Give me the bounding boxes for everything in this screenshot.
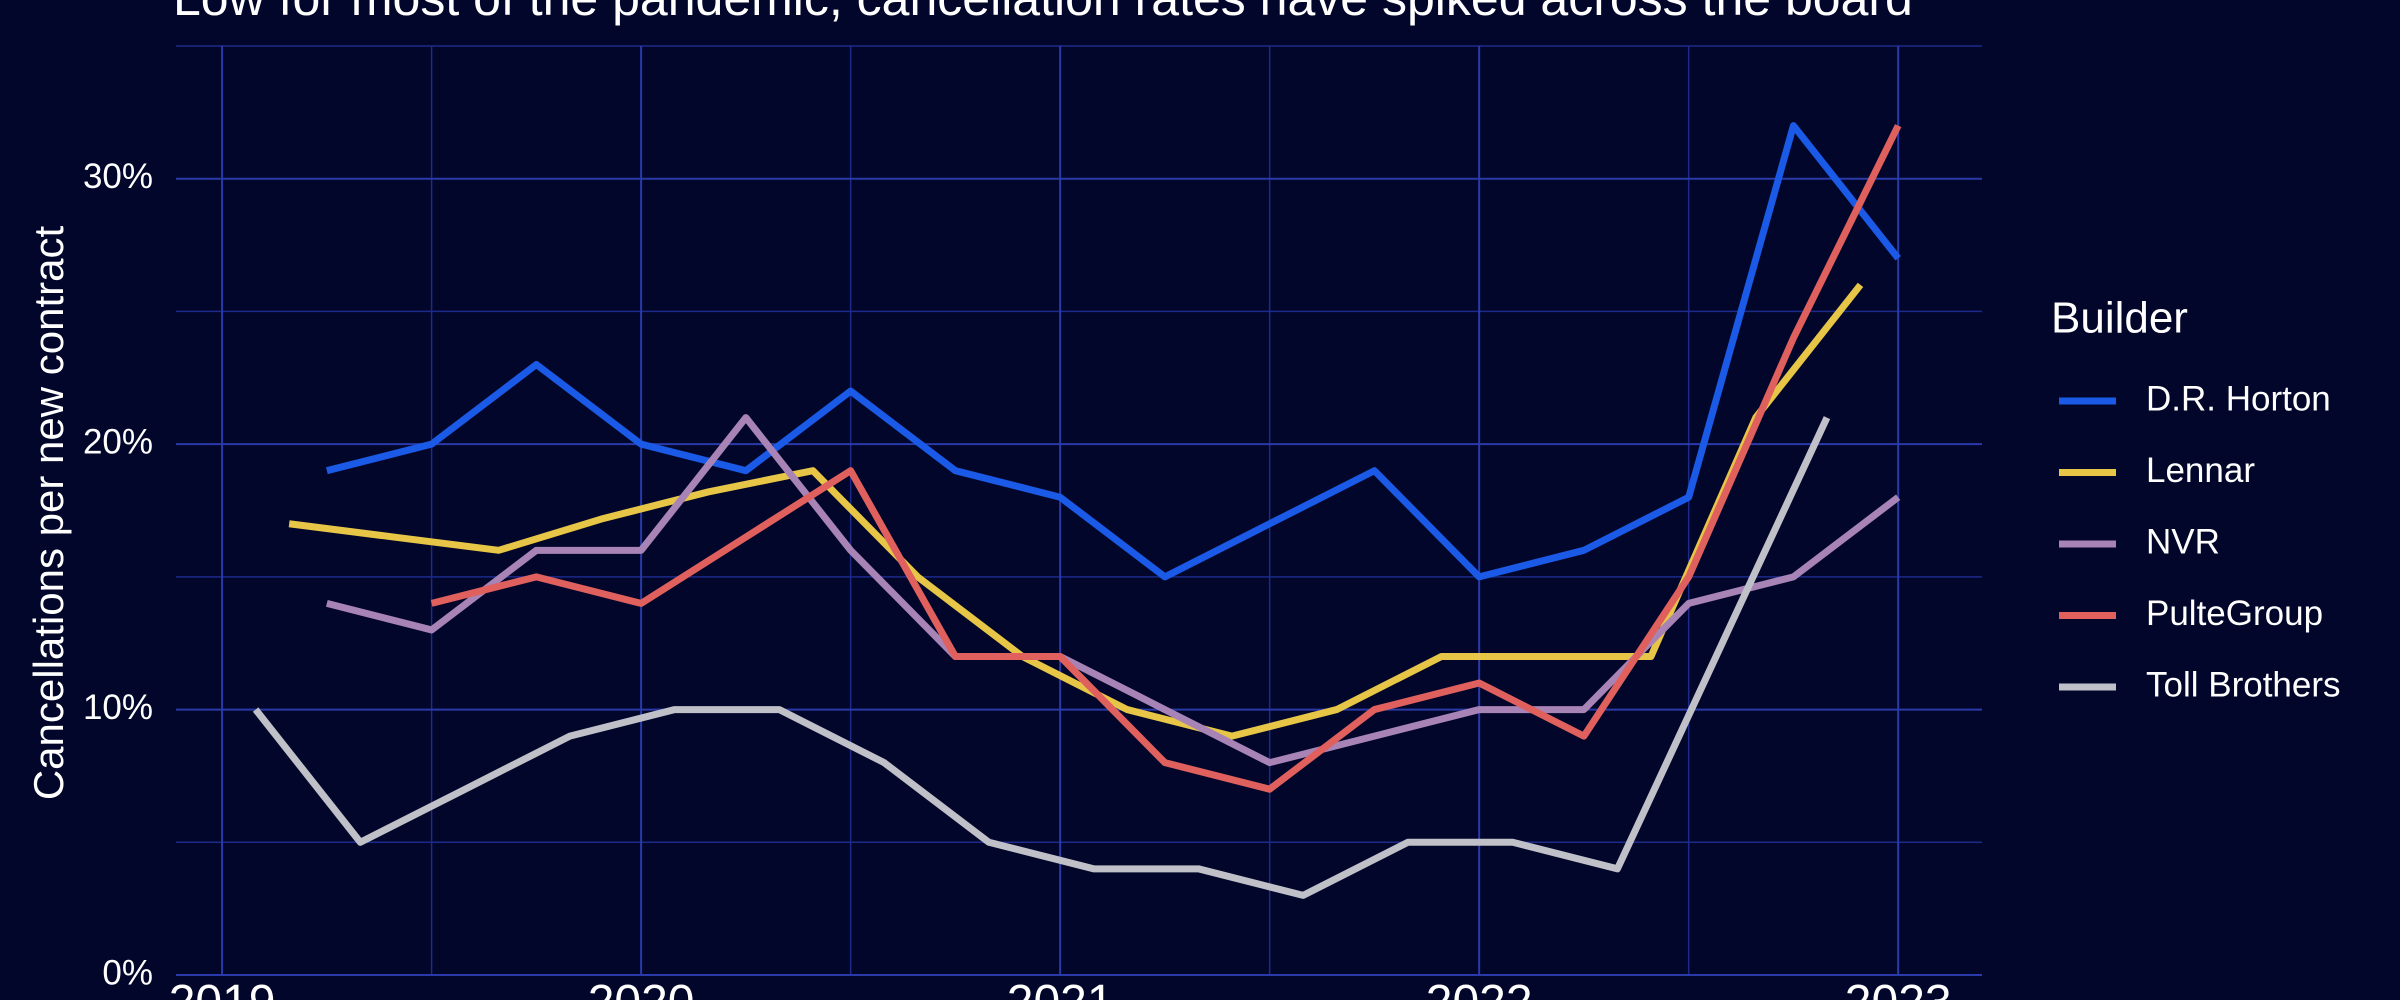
x-tick-label: 2020: [588, 976, 695, 1000]
series-line: [430, 124, 1902, 793]
series-line: [325, 122, 1901, 581]
legend-label: D.R. Horton: [2146, 379, 2331, 418]
legend-label: NVR: [2146, 522, 2220, 561]
legend-label: Lennar: [2146, 451, 2255, 490]
series-line: [288, 282, 1864, 740]
y-tick-label: 30%: [83, 157, 153, 196]
y-tick-label: 20%: [83, 422, 153, 461]
x-tick-label: 2021: [1007, 976, 1114, 1000]
legend-title: Builder: [2051, 294, 2188, 343]
x-tick-label: 2019: [169, 976, 276, 1000]
legend-label: PulteGroup: [2146, 594, 2323, 633]
x-tick-label: 2023: [1845, 976, 1952, 1000]
x-tick-label: 2022: [1426, 976, 1533, 1000]
chart-title: Low for most of the pandemic, cancellati…: [173, 0, 1913, 26]
series-line: [252, 416, 1831, 899]
y-tick-label: 10%: [83, 688, 153, 727]
legend-label: Toll Brothers: [2146, 665, 2341, 704]
y-axis-label: Cancellations per new contract: [25, 226, 72, 801]
y-tick-label: 0%: [102, 953, 153, 992]
